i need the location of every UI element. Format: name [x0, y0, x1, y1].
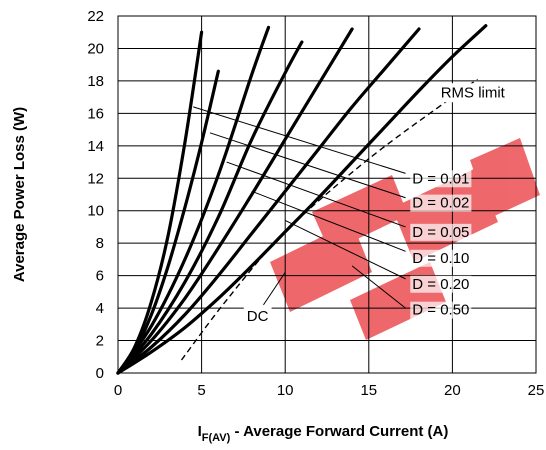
duty-label-backdrop-2: [410, 194, 472, 212]
y-tick-label-0: 0: [96, 365, 104, 382]
annotation-labels: RMS limit DC D = 0.01 D = 0.02 D = 0.05 …: [243, 83, 509, 327]
y-tick-label-2: 2: [96, 333, 104, 350]
x-tick-label-20: 20: [444, 382, 461, 399]
x-axis-label-subscript: F(AV): [202, 432, 231, 444]
y-tick-label-6: 6: [96, 268, 104, 285]
series-line-3: [116, 25, 271, 375]
series-line-7: [116, 24, 488, 375]
y-tick-label-18: 18: [87, 73, 104, 90]
duty-label-0.02: D = 0.02: [412, 195, 469, 212]
duty-label-backdrop-3: [410, 223, 472, 241]
plot-frame: [117, 15, 537, 374]
y-tick-label-4: 4: [96, 300, 104, 317]
duty-leader-3: [226, 161, 406, 228]
duty-leader-5: [284, 220, 406, 280]
series-line-4: [116, 40, 304, 375]
duty-label-backdrop-6: [410, 301, 472, 319]
series-line-1: [116, 30, 204, 375]
x-tick-label-25: 25: [528, 382, 545, 399]
rms-limit-line: [180, 78, 478, 361]
x-axis-label-main: I: [198, 423, 202, 440]
dc-leader: [263, 272, 286, 306]
duty-leader-1: [193, 106, 406, 174]
x-tick-label-5: 5: [197, 382, 205, 399]
y-tick-label-10: 10: [87, 203, 104, 220]
x-tick-label-15: 15: [360, 382, 377, 399]
series-lines: [116, 24, 488, 375]
dc-label: DC: [247, 308, 269, 325]
series-line-5: [116, 27, 354, 375]
duty-label-backdrop-5: [410, 275, 472, 293]
y-axis-label: Average Power Loss (W): [11, 107, 28, 282]
x-axis-label: IF(AV) - Average Forward Current (A): [198, 423, 449, 444]
duty-label-backdrop-4: [410, 249, 472, 267]
duty-leader-6: [351, 265, 406, 309]
duty-label-0.01: D = 0.01: [412, 170, 469, 187]
rms-limit-label: RMS limit: [441, 84, 506, 101]
y-tick-label-16: 16: [87, 105, 104, 122]
x-tick-label-0: 0: [114, 382, 122, 399]
duty-label-0.20: D = 0.20: [412, 276, 469, 293]
series-line-6: [116, 27, 421, 375]
y-tick-label-8: 8: [96, 235, 104, 252]
tick-labels: 0 5 10 15 20 25 0 2 4 6 8 10 12 14 16 18 20 22: [87, 8, 544, 399]
y-tick-label-14: 14: [87, 138, 104, 155]
dc-label-backdrop: [243, 307, 272, 327]
duty-label-backdrop-1: [410, 170, 472, 188]
duty-label-0.05: D = 0.05: [412, 224, 469, 241]
rms-limit-curve: [180, 78, 478, 361]
x-axis-label-rest: - Average Forward Current (A): [230, 423, 448, 440]
watermark-logo: [270, 138, 540, 340]
y-tick-label-22: 22: [87, 8, 104, 25]
y-tick-label-12: 12: [87, 170, 104, 187]
x-tick-label-10: 10: [277, 382, 294, 399]
duty-label-0.10: D = 0.10: [412, 250, 469, 267]
duty-label-0.50: D = 0.50: [412, 302, 469, 319]
y-tick-label-20: 20: [87, 40, 104, 57]
series-line-2: [116, 69, 220, 375]
rms-label-backdrop: [437, 83, 509, 103]
